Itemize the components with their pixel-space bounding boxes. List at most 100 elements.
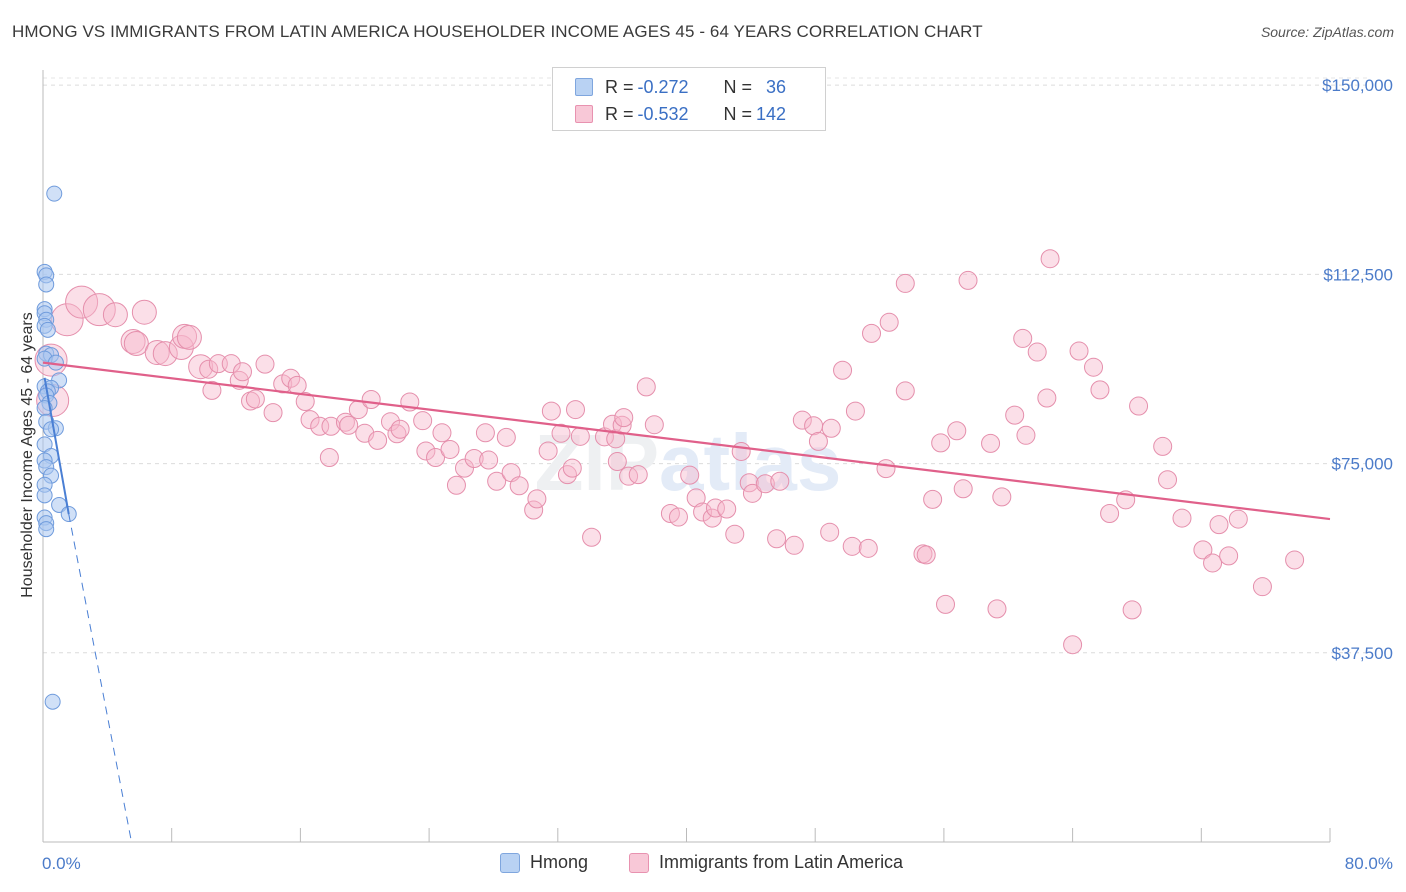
point-latin-america: [475, 423, 495, 443]
legend-n-value: 142: [756, 103, 787, 124]
point-latin-america: [953, 479, 973, 499]
point-latin-america: [557, 465, 577, 485]
point-latin-america: [717, 499, 737, 519]
point-latin-america: [551, 423, 571, 443]
point-latin-america: [390, 419, 410, 439]
point-latin-america: [361, 389, 381, 409]
source-label: Source: ZipAtlas.com: [1260, 24, 1394, 40]
point-latin-america: [1193, 540, 1213, 560]
point-latin-america: [947, 421, 967, 441]
trend-line-hmong: [43, 377, 70, 515]
point-latin-america: [281, 368, 301, 388]
point-latin-america: [426, 448, 446, 468]
point-latin-america: [644, 415, 664, 435]
point-latin-america: [619, 466, 639, 486]
point-latin-america: [628, 465, 648, 485]
point-latin-america: [479, 450, 499, 470]
point-hmong: [38, 521, 55, 538]
point-latin-america: [131, 299, 157, 325]
point-latin-america: [602, 414, 622, 434]
point-latin-america: [845, 401, 865, 421]
legend-n-label: N =: [723, 103, 753, 124]
point-latin-america: [636, 377, 656, 397]
point-latin-america: [527, 489, 547, 509]
y-tick-label-0: $37,500: [1332, 644, 1393, 663]
point-latin-america: [65, 285, 99, 319]
legend-swatch-latin-america: [575, 105, 593, 123]
point-latin-america: [570, 426, 590, 446]
point-latin-america: [538, 441, 558, 461]
point-latin-america: [862, 323, 882, 343]
point-latin-america: [1228, 509, 1248, 529]
point-latin-america: [1016, 425, 1036, 445]
x-tick-label-max: 80.0%: [1345, 854, 1393, 873]
point-hmong: [39, 321, 56, 338]
point-latin-america: [958, 270, 978, 290]
point-latin-america: [1172, 508, 1192, 528]
point-latin-america: [413, 411, 433, 431]
point-latin-america: [1084, 357, 1104, 377]
point-hmong: [36, 487, 53, 504]
legend-label-latin-america: Immigrants from Latin America: [659, 852, 904, 872]
y-tick-label-3: $150,000: [1322, 76, 1393, 95]
point-latin-america: [1203, 553, 1223, 573]
point-latin-america: [770, 471, 790, 491]
point-latin-america: [1209, 515, 1229, 535]
point-latin-america: [755, 474, 775, 494]
point-latin-america: [208, 354, 228, 374]
point-latin-america: [221, 354, 241, 374]
y-tick-label-2: $112,500: [1323, 265, 1393, 284]
point-latin-america: [1158, 470, 1178, 490]
point-latin-america: [582, 527, 602, 547]
point-latin-america: [565, 400, 585, 420]
point-latin-america: [487, 471, 507, 491]
grid-lines: [43, 77, 1370, 654]
legend-item-latin-america: Immigrants from Latin America: [629, 852, 903, 873]
legend-r-value: -0.532: [637, 103, 689, 124]
point-latin-america: [895, 273, 915, 293]
point-latin-america: [876, 459, 896, 479]
y-axis-label: Householder Income Ages 45 - 64 years: [19, 312, 36, 598]
point-latin-america: [686, 488, 706, 508]
point-latin-america: [931, 433, 951, 453]
point-latin-america: [1005, 405, 1025, 425]
point-latin-america: [310, 416, 330, 436]
point-latin-america: [300, 410, 320, 430]
legend-row-latin-america: R = -0.532 N = 142: [575, 103, 786, 125]
point-latin-america: [981, 433, 1001, 453]
point-latin-america: [432, 423, 452, 443]
point-latin-america: [295, 392, 315, 412]
point-latin-america: [241, 391, 261, 411]
point-latin-america: [808, 431, 828, 451]
point-latin-america: [524, 500, 544, 520]
series-legend: Hmong Immigrants from Latin America: [0, 852, 1406, 878]
point-latin-america: [1129, 396, 1149, 416]
point-latin-america: [987, 599, 1007, 619]
point-hmong: [43, 421, 60, 438]
point-latin-america: [739, 473, 759, 493]
legend-swatch-hmong: [575, 78, 593, 96]
point-hmong: [44, 693, 61, 710]
point-latin-america: [319, 448, 339, 468]
point-latin-america: [742, 483, 762, 503]
point-latin-america: [496, 427, 516, 447]
point-latin-america: [1100, 504, 1120, 524]
point-latin-america: [820, 522, 840, 542]
correlation-legend: R = -0.272 N = 36 R = -0.532 N = 142: [552, 67, 826, 131]
point-latin-america: [232, 362, 252, 382]
legend-swatch-hmong: [500, 852, 520, 873]
y-tick-labels: $37,500 $75,000 $112,500 $150,000: [1322, 76, 1393, 663]
point-latin-america: [784, 535, 804, 555]
point-latin-america: [202, 380, 222, 400]
point-latin-america: [287, 375, 307, 395]
x-tick-label-min: 0.0%: [42, 854, 81, 873]
point-hmong: [38, 276, 55, 293]
point-latin-america: [1285, 550, 1305, 570]
point-latin-america: [693, 502, 713, 522]
point-latin-america: [562, 458, 582, 478]
point-latin-america: [1037, 388, 1057, 408]
point-latin-america: [1252, 577, 1272, 597]
point-latin-america: [152, 341, 178, 367]
legend-label-hmong: Hmong: [530, 852, 589, 872]
